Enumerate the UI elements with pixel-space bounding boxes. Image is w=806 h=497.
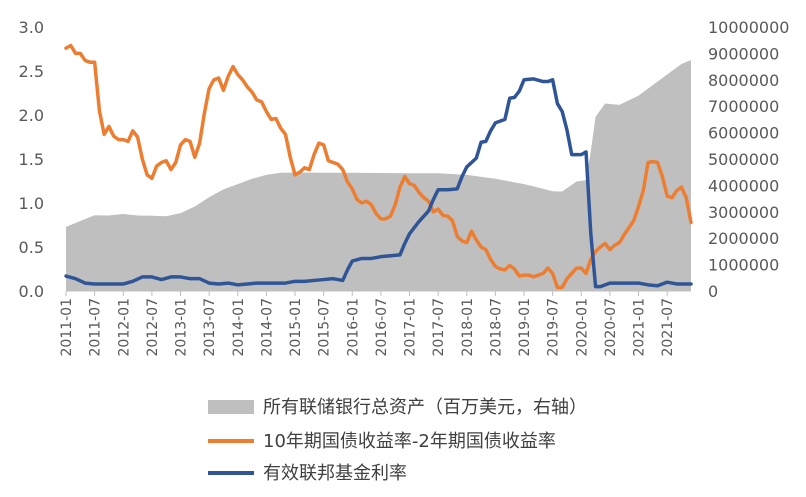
y-left-tick-label: 2.5 [19,62,44,81]
y-left-tick-label: 1.0 [19,194,44,213]
x-tick-label: 2018-01 [460,298,476,357]
x-tick-label: 2019-07 [546,298,562,357]
x-tick-label: 2015-01 [288,298,304,357]
y-right-tick-label: 4000000 [708,176,779,195]
legend-label-fed-funds: 有效联邦基金利率 [263,463,407,484]
x-tick-label: 2017-01 [403,298,419,357]
x-tick-label: 2017-07 [431,298,447,357]
x-tick-label: 2020-07 [603,298,619,357]
x-tick-label: 2012-01 [116,298,132,357]
y-right-tick-label: 10000000 [708,18,789,37]
line-layer [64,43,693,290]
x-tick-label: 2018-07 [488,298,504,357]
left-axis-ticks: 0.0 0.5 1.0 1.5 2.0 2.5 3.0 [19,18,44,301]
x-tick-label: 2011-01 [59,298,75,357]
x-tick-label: 2011-07 [88,298,104,357]
y-right-tick-label: 3000000 [708,203,779,222]
x-tick-label: 2012-07 [145,298,161,357]
legend-label-assets: 所有联储银行总资产（百万美元，右轴） [263,397,587,418]
x-tick-label: 2013-07 [202,298,218,357]
x-tick-label: 2020-01 [574,298,590,357]
axis-layer [65,290,691,296]
series-area-assets [66,60,691,291]
right-axis-ticks: 0 1000000 2000000 3000000 4000000 5000000 6000… [708,18,789,301]
x-tick-label: 2013-01 [174,298,190,357]
y-right-tick-label: 2000000 [708,229,779,248]
x-axis-ticks: 2011-01 2011-07 2012-01 2012-07 2013-01 2013-… [59,298,676,357]
x-tick-label: 2021-01 [632,298,648,357]
x-tick-label: 2015-07 [317,298,333,357]
x-tick-label: 2016-01 [345,298,361,357]
series-line-fed-funds [64,77,693,289]
y-left-tick-label: 0.5 [19,238,44,257]
y-right-tick-label: 0 [708,282,718,301]
y-right-tick-label: 6000000 [708,124,779,143]
x-tick-label: 2014-01 [231,298,247,357]
legend-label-spread: 10年期国债收益率-2年期国债收益率 [263,431,556,452]
y-right-tick-label: 7000000 [708,97,779,116]
y-right-tick-label: 1000000 [708,256,779,275]
y-right-tick-label: 8000000 [708,71,779,90]
area-layer [66,60,691,291]
series-line-spread [64,43,693,290]
y-left-tick-label: 1.5 [19,150,44,169]
y-right-tick-label: 5000000 [708,150,779,169]
y-left-tick-label: 2.0 [19,106,44,125]
legend-swatch-assets [208,400,254,414]
x-tick-label: 2014-07 [259,298,275,357]
x-tick-label: 2016-07 [374,298,390,357]
y-right-tick-label: 9000000 [708,44,779,63]
x-tick-label: 2019-01 [517,298,533,357]
y-left-tick-label: 3.0 [19,18,44,37]
x-tick-label: 2021-07 [660,298,676,357]
y-left-tick-label: 0.0 [19,282,44,301]
legend: 所有联储银行总资产（百万美元，右轴） 10年期国债收益率-2年期国债收益率 有效… [208,397,587,484]
